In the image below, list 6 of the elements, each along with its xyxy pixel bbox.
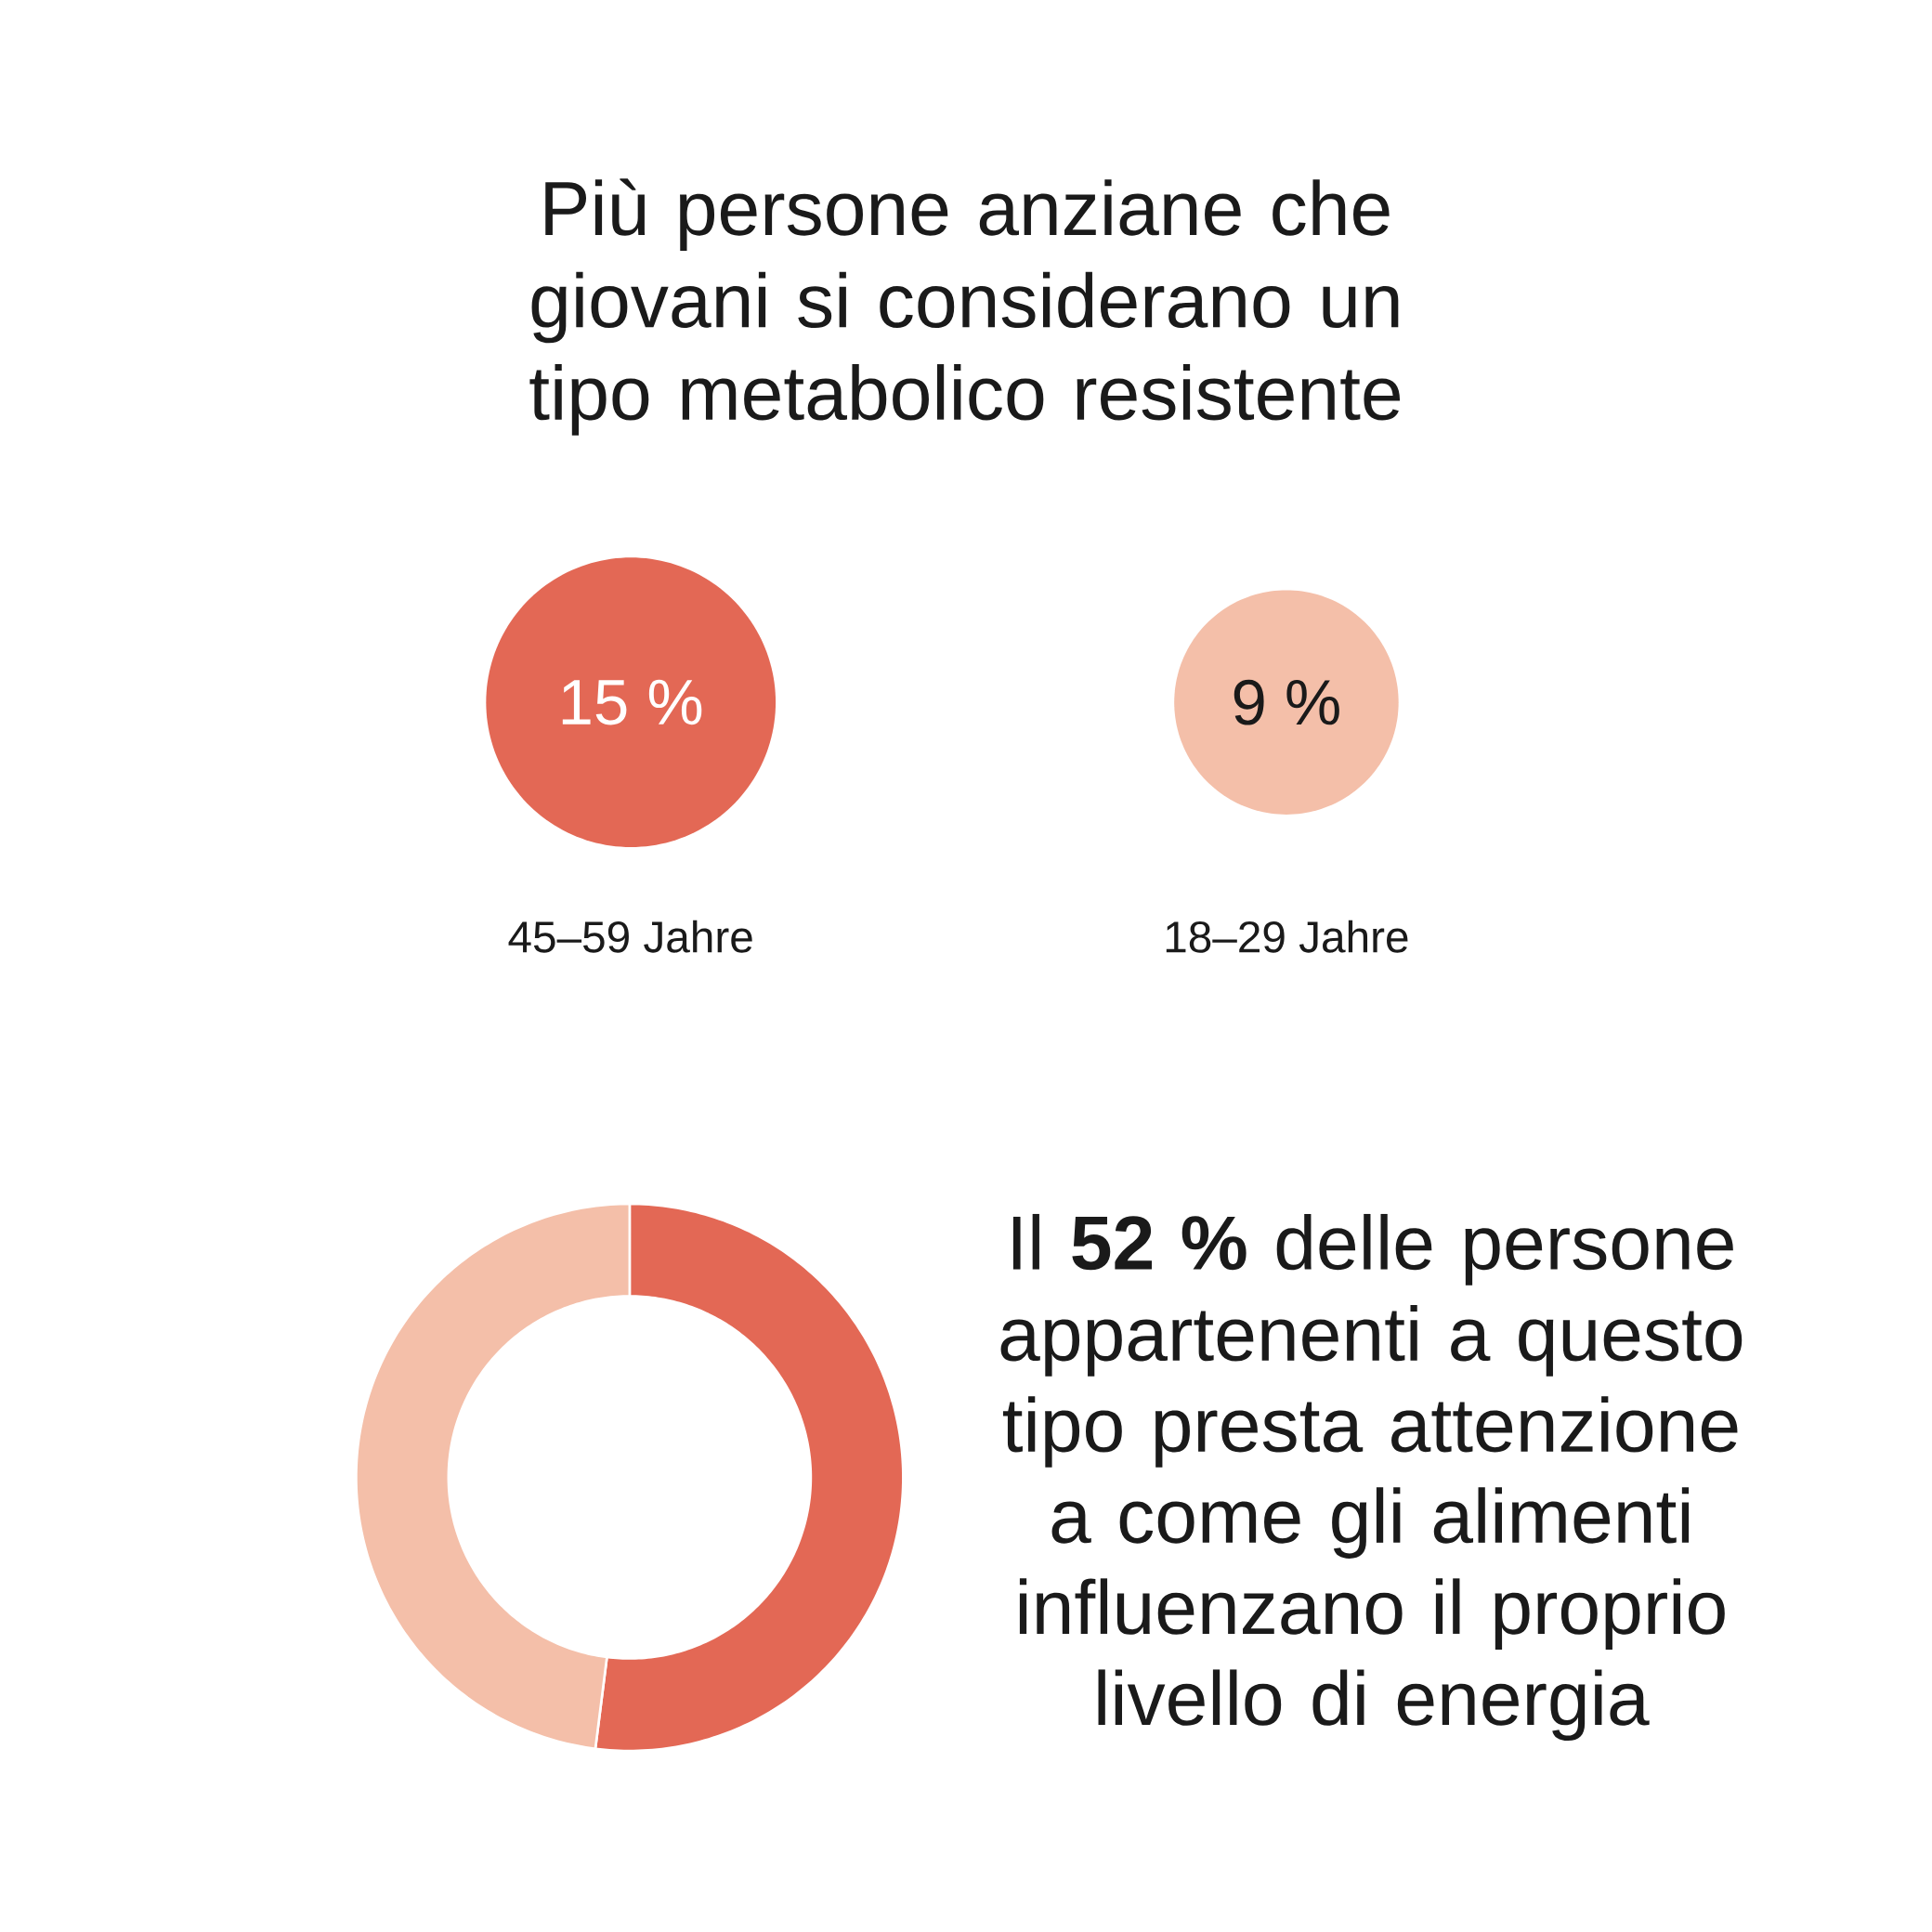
text: Il 52 % delle persone appartenenti a questo tipo presta attenzione a come gli alimenti influenzano il proprio livello di energia [1000,1213,1743,1742]
category-label: 18–29 Jahre [1166,920,1408,953]
text: Più persone anziane che giovani si considerano un tipo metabolico resistente [529,178,1401,436]
data-label: 15 % [562,679,702,725]
data-label: 9 % [1234,679,1339,725]
category-label: 45–59 Jahre [508,920,752,953]
